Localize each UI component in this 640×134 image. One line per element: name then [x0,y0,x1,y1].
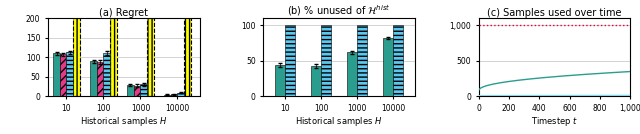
Bar [357,25,367,96]
Bar [383,38,394,96]
Bar [110,18,117,96]
X-axis label: Historical samples $H$: Historical samples $H$ [296,115,383,128]
Bar [394,25,403,96]
Bar [321,25,332,96]
Bar [347,52,357,96]
X-axis label: Historical samples $H$: Historical samples $H$ [80,115,168,128]
Bar [67,52,73,96]
Bar [134,85,140,96]
Bar [97,62,104,96]
Bar [90,61,97,96]
Bar [164,94,171,96]
Bar [53,53,60,96]
Title: (b) % unused of $\mathcal{H}^{hist}$: (b) % unused of $\mathcal{H}^{hist}$ [287,3,391,18]
Bar [177,93,184,96]
Bar [140,84,147,96]
Bar [147,18,154,96]
Bar [171,94,177,96]
Bar [127,85,134,96]
Bar [311,66,321,96]
Bar [104,53,110,96]
Bar [275,65,285,96]
Bar [285,25,295,96]
Title: (a) Regret: (a) Regret [99,8,148,18]
Bar [184,18,191,96]
Bar [60,54,67,96]
Title: (c) Samples used over time: (c) Samples used over time [487,8,622,18]
X-axis label: Timestep $t$: Timestep $t$ [531,115,578,128]
Bar [73,18,80,96]
